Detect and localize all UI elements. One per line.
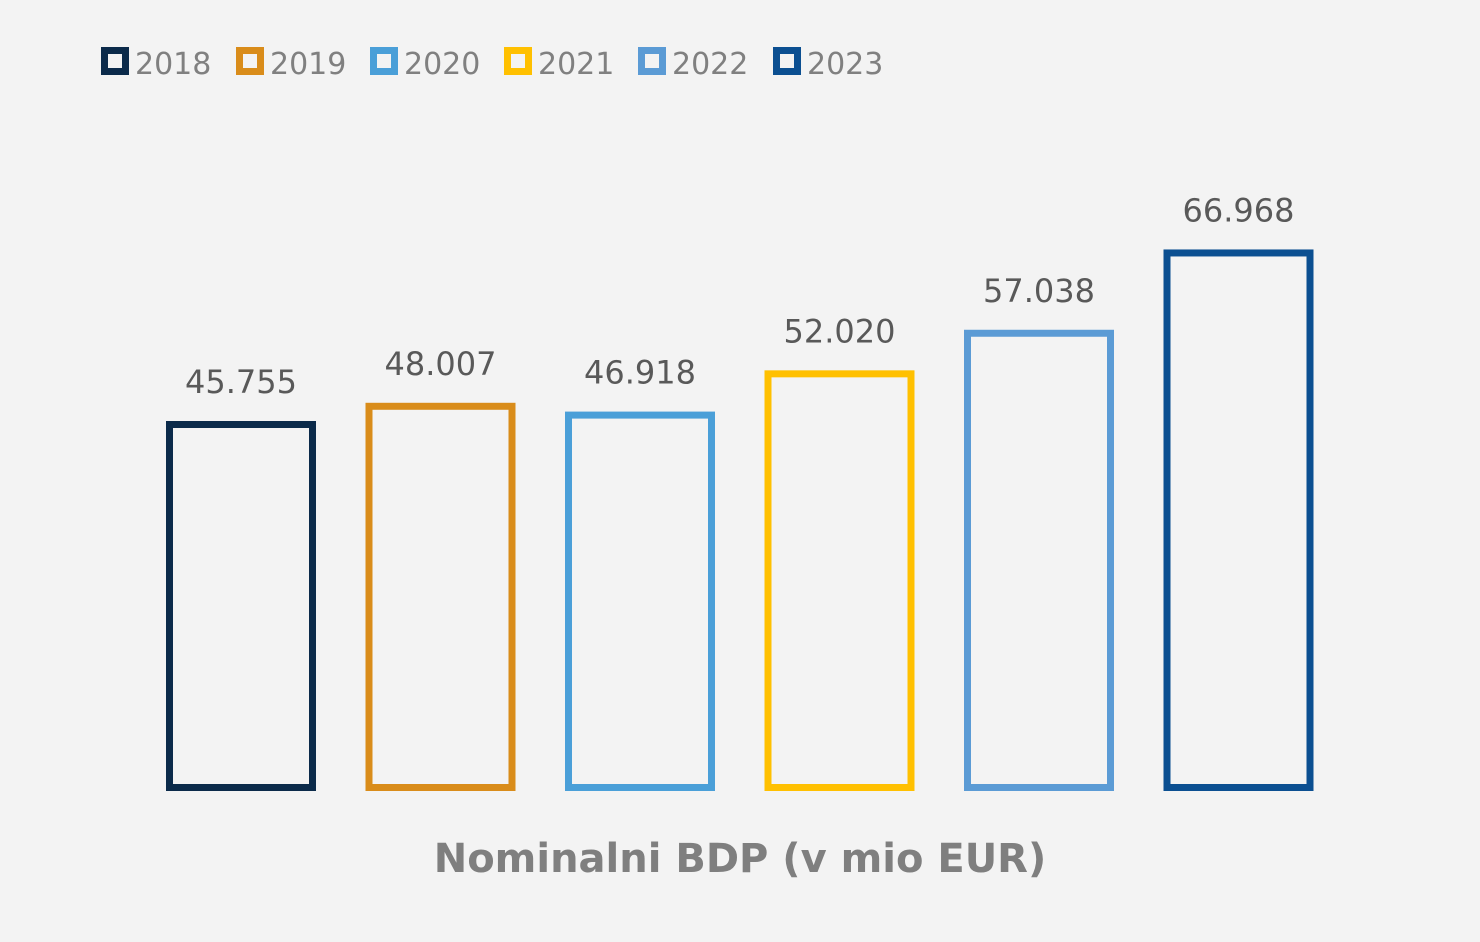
bar-2022: [964, 329, 1114, 791]
legend-swatch-2019: [236, 47, 264, 75]
legend-item-2018: 2018: [101, 47, 211, 82]
legend-label-2019: 2019: [270, 47, 346, 82]
data-label-2018: 45.755: [185, 363, 297, 401]
bar-2019: [365, 402, 516, 791]
legend-swatch-2023: [773, 47, 801, 75]
legend-label-2020: 2020: [404, 47, 480, 82]
data-label-2019: 48.007: [385, 345, 497, 383]
legend-item-2020: 2020: [370, 47, 480, 82]
data-label-2020: 46.918: [584, 354, 696, 392]
legend-swatch-2022: [638, 47, 666, 75]
legend-item-2019: 2019: [236, 47, 346, 82]
legend-item-2022: 2022: [638, 47, 748, 82]
legend-swatch-2018: [101, 47, 129, 75]
legend-label-2023: 2023: [807, 47, 883, 82]
legend-item-2023: 2023: [773, 47, 883, 82]
bar-group: [166, 249, 1314, 791]
legend-label-2021: 2021: [538, 47, 614, 82]
legend-swatch-2021: [504, 47, 532, 75]
data-label-group: 45.755 48.007 46.918 52.020 57.038 66.968: [185, 191, 1294, 401]
legend-label-2018: 2018: [135, 47, 211, 82]
x-axis-title: Nominalni BDP (v mio EUR): [434, 836, 1047, 882]
bar-2018: [166, 421, 316, 791]
legend-item-2021: 2021: [504, 47, 614, 82]
data-label-2021: 52.020: [784, 312, 896, 350]
chart-legend: 2018 2019 2020 2021 2022 2023: [101, 47, 883, 82]
data-label-2022: 57.038: [983, 272, 1095, 310]
data-label-2023: 66.968: [1183, 191, 1295, 229]
legend-label-2022: 2022: [672, 47, 748, 82]
legend-swatch-2020: [370, 47, 398, 75]
bar-2021: [764, 370, 915, 791]
bar-2020: [565, 411, 715, 791]
bar-2023: [1163, 249, 1314, 791]
